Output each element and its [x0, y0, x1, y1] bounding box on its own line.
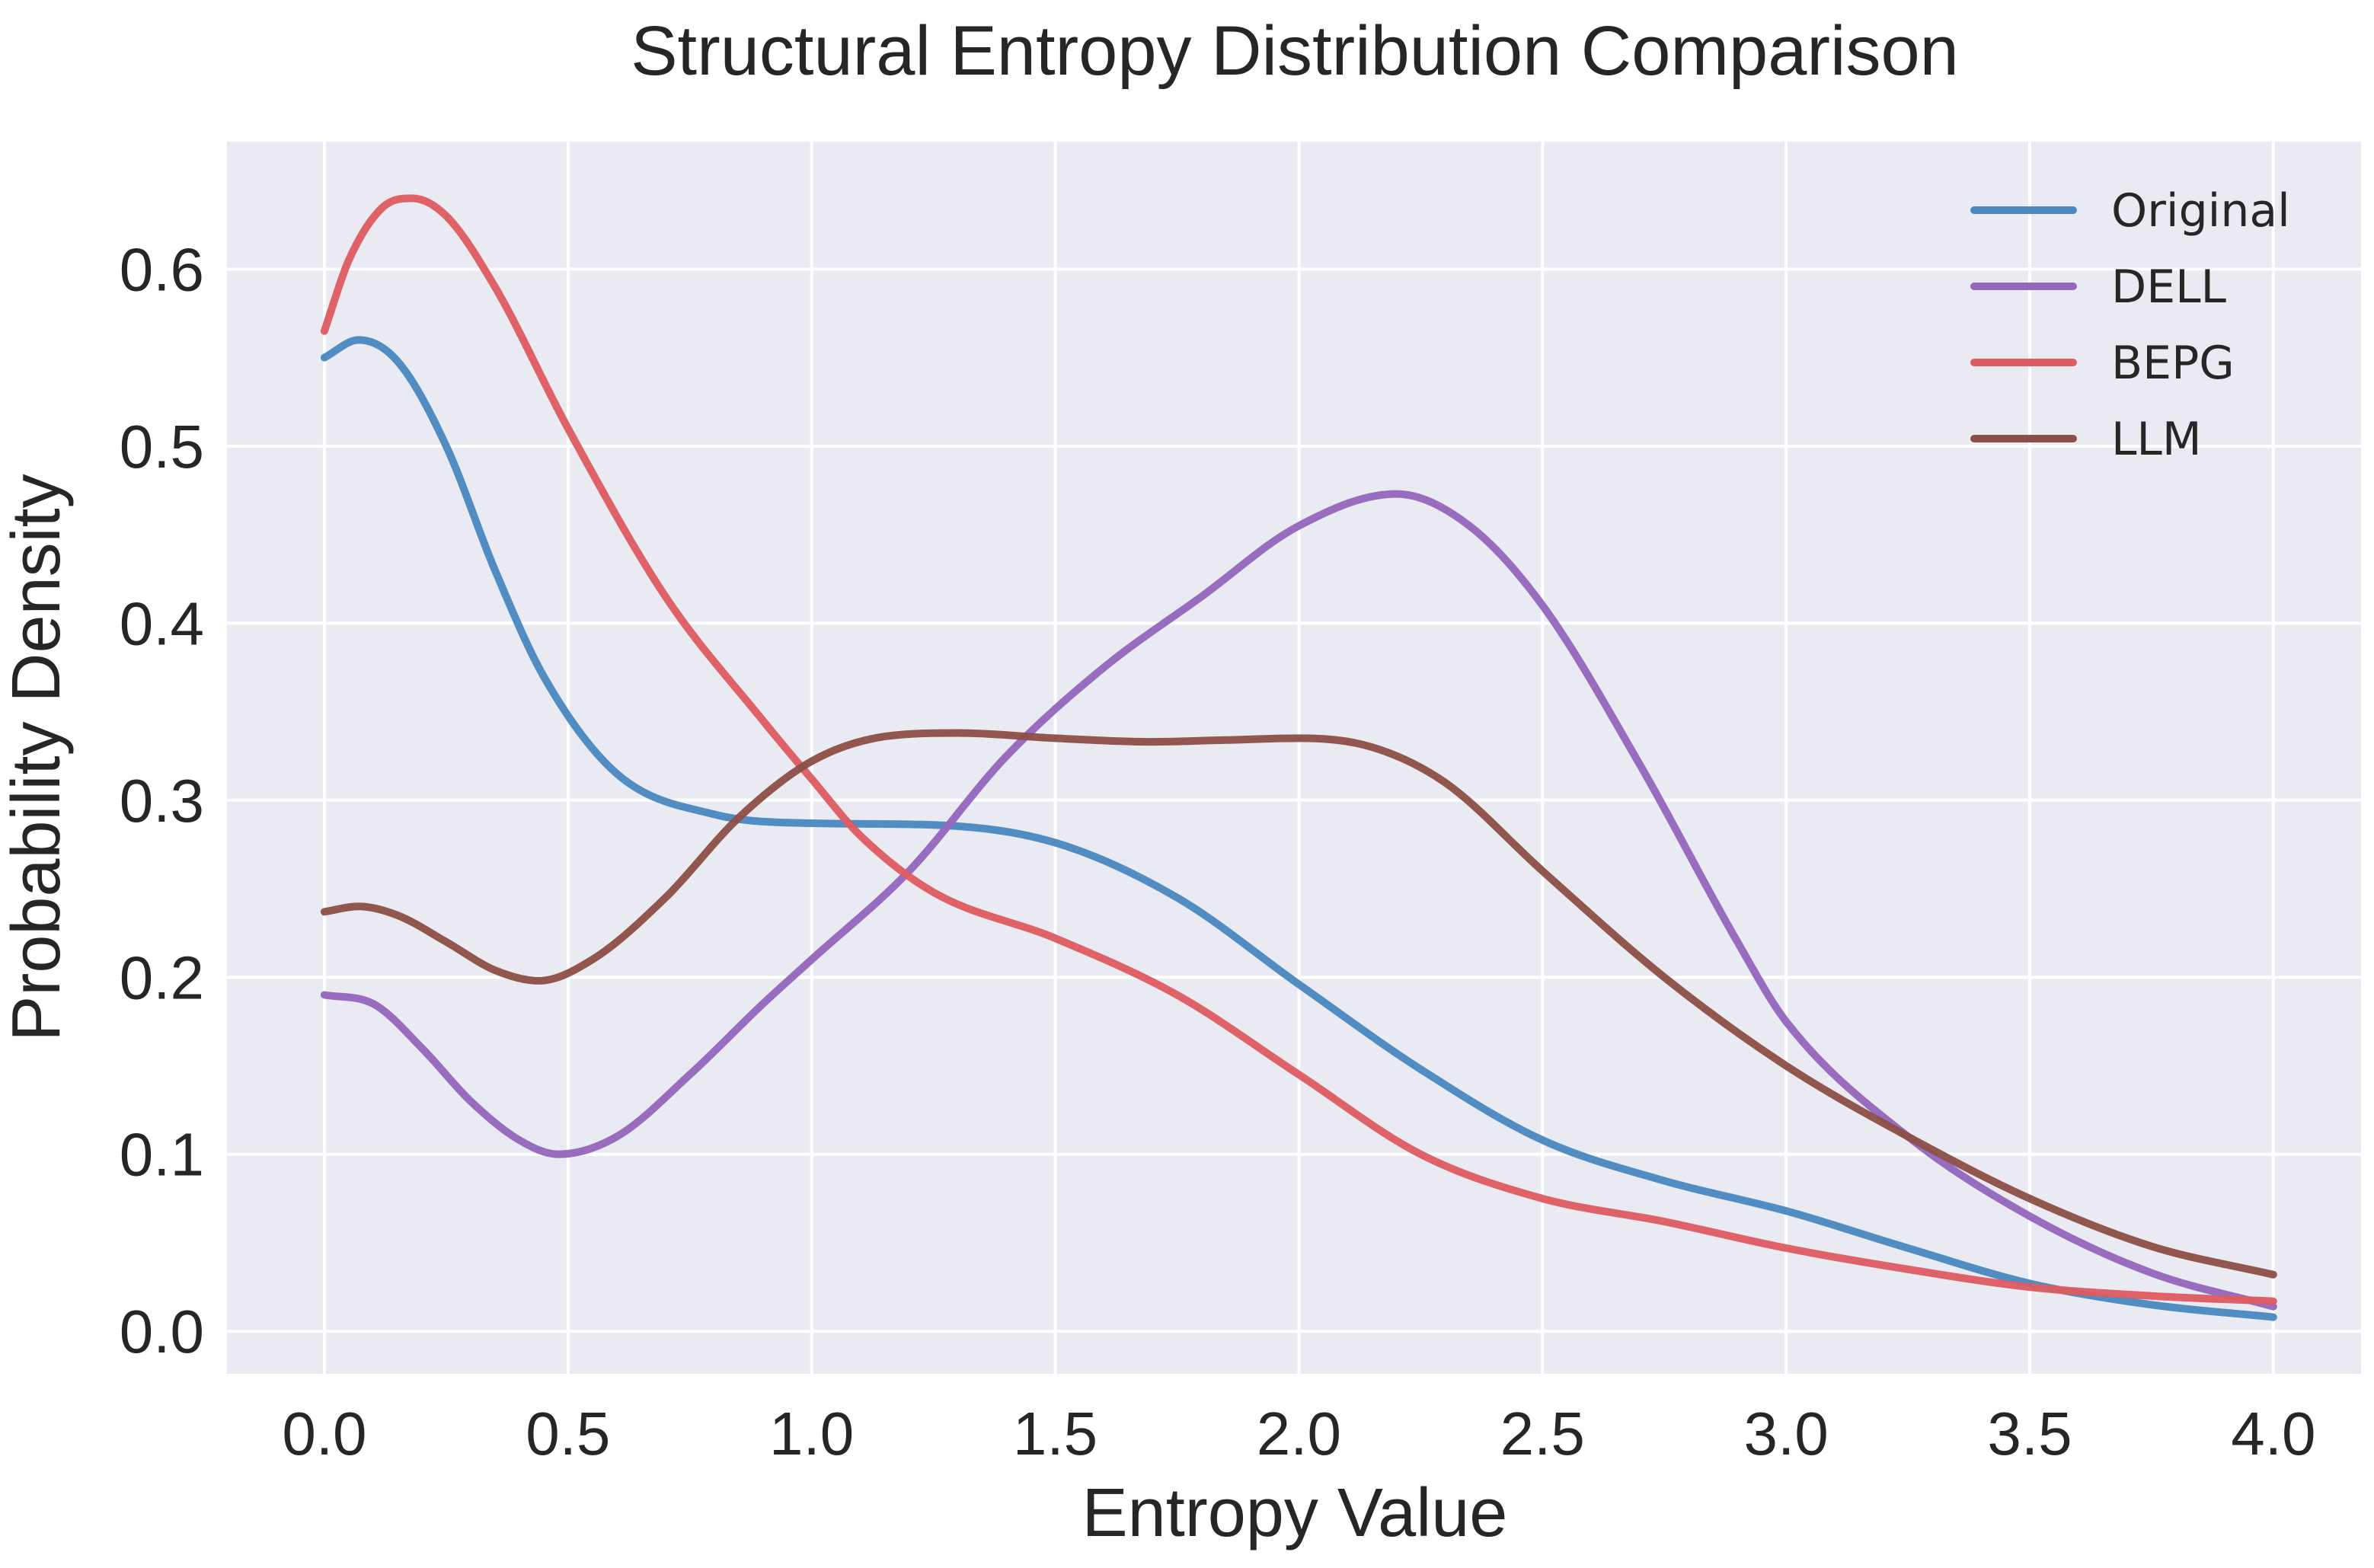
series-line-llm	[320, 729, 2277, 1279]
chart-title: Structural Entropy Distribution Comparis…	[631, 12, 1959, 90]
y-tick-labels: 0.0 0.1 0.2 0.3 0.4 0.5 0.6	[120, 235, 204, 1365]
x-tick-label: 0.5	[526, 1400, 610, 1467]
series-lines	[320, 194, 2277, 1321]
y-tick-label: 0.4	[120, 589, 204, 657]
y-tick-label: 0.3	[120, 767, 204, 835]
x-axis-label: Entropy Value	[1082, 1475, 1508, 1551]
legend-label-original: Original	[2111, 184, 2290, 238]
x-tick-label: 2.0	[1257, 1400, 1341, 1467]
y-tick-label: 0.1	[120, 1121, 204, 1189]
legend-label-bepg: BEPG	[2111, 337, 2235, 390]
x-tick-label: 2.5	[1500, 1400, 1585, 1467]
x-tick-label: 1.5	[1013, 1400, 1098, 1467]
series-line-original	[320, 336, 2277, 1321]
series-line-bepg	[320, 194, 2277, 1305]
legend-label-llm: LLM	[2111, 413, 2202, 466]
y-axis-label: Probability Density	[0, 474, 75, 1041]
x-tick-label: 4.0	[2231, 1400, 2315, 1467]
legend: Original DELL BEPG LLM	[1970, 184, 2290, 466]
y-tick-label: 0.2	[120, 944, 204, 1011]
series-line-dell	[320, 490, 2277, 1311]
plot-area	[227, 142, 2361, 1374]
y-tick-label: 0.5	[120, 413, 204, 481]
x-tick-label: 1.0	[769, 1400, 854, 1467]
legend-label-dell: DELL	[2111, 260, 2227, 314]
x-tick-label: 3.5	[1987, 1400, 2072, 1467]
x-tick-labels: 0.0 0.5 1.0 1.5 2.0 2.5 3.0 3.5 4.0	[282, 1400, 2315, 1467]
x-tick-label: 3.0	[1744, 1400, 1829, 1467]
x-gridlines	[322, 142, 2275, 1374]
x-tick-label: 0.0	[282, 1400, 366, 1467]
y-tick-label: 0.0	[120, 1298, 204, 1365]
y-tick-label: 0.6	[120, 235, 204, 303]
